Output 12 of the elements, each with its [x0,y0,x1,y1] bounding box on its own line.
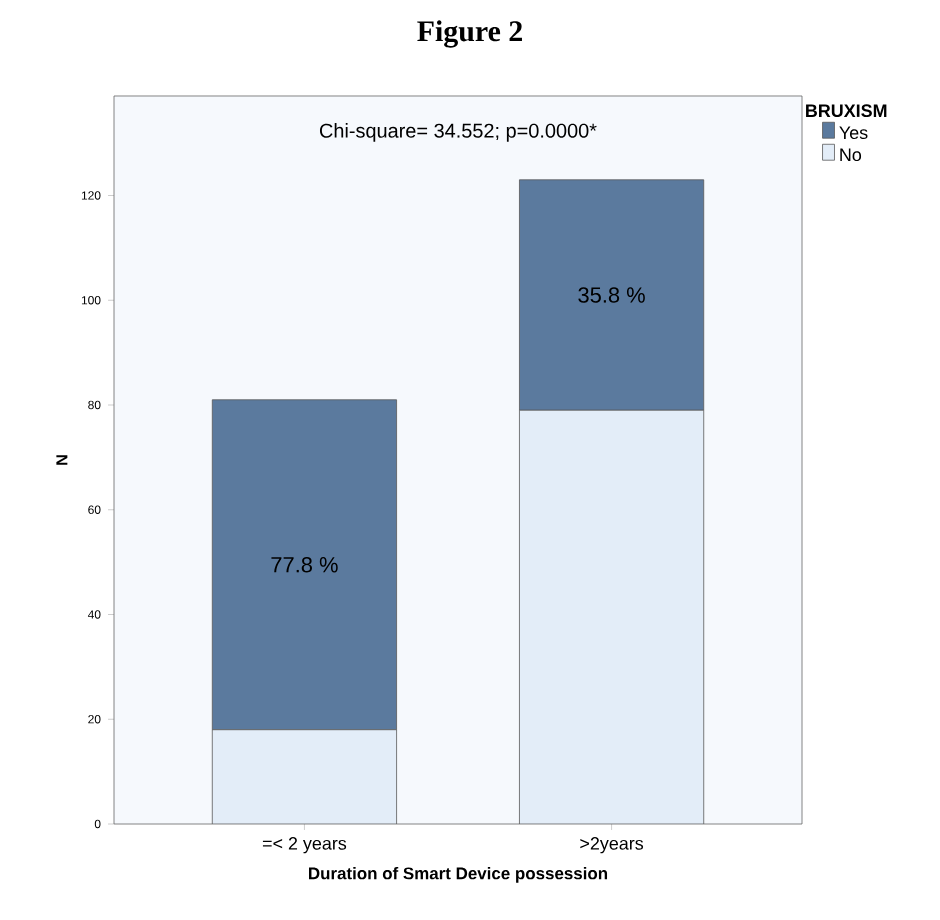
x-tick-label: =< 2 years [262,837,347,854]
annotation: 35.8 % [578,287,645,303]
x-axis-title: Duration of Smart Device possession [309,866,608,883]
annotation: 77.8 % [271,557,338,573]
x-tick-label: >2years [580,837,644,854]
legend-label: Yes [839,126,868,140]
bar [519,409,705,824]
bar [211,729,397,824]
legend-title: BRUXISM [806,104,887,118]
legend-label: No [840,148,862,162]
chart-title: Figure 2 [417,20,522,48]
annotation: Chi-square= 34.552; p=0.0000* [319,123,597,142]
